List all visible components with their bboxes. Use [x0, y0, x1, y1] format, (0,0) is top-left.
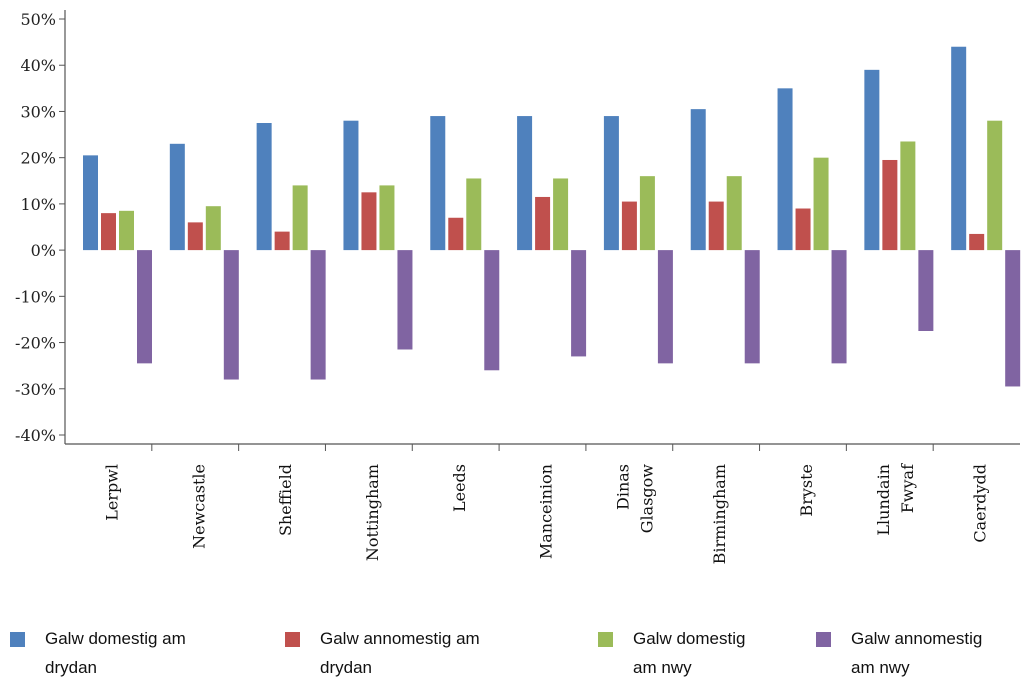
- legend-swatch-icon: [285, 632, 300, 647]
- bar-galw-annomestig-am-nwy: [918, 250, 934, 331]
- x-tick-label: Manceinion: [537, 464, 556, 559]
- y-tick-label: 10%: [20, 195, 56, 214]
- legend-label-line2: drydan: [45, 658, 97, 677]
- legend-item-galw-domestig-am-drydan: Galw domestig am drydan: [10, 628, 186, 682]
- bars: [83, 46, 1021, 387]
- bar-galw-domestig-am-drydan: [256, 123, 272, 251]
- bar-galw-annomestig-am-nwy: [310, 250, 326, 380]
- bar-galw-domestig-am-nwy: [292, 185, 308, 251]
- legend-item-galw-annomestig-am-drydan: Galw annomestig am drydan: [285, 628, 480, 682]
- y-tick-label: 30%: [20, 102, 56, 121]
- bar-galw-domestig-am-nwy: [466, 178, 482, 251]
- y-tick-label: -20%: [15, 334, 56, 353]
- x-tick-label: Birmingham: [710, 464, 729, 564]
- bar-galw-domestig-am-drydan: [690, 109, 706, 251]
- bar-galw-domestig-am-nwy: [379, 185, 395, 251]
- bar-galw-domestig-am-nwy: [813, 157, 829, 251]
- bar-galw-annomestig-am-nwy: [657, 250, 673, 364]
- x-tick-label: Dinas Glasgow: [613, 464, 656, 534]
- y-tick-label: 40%: [20, 56, 56, 75]
- bar-galw-annomestig-am-nwy: [1005, 250, 1021, 387]
- legend-item-galw-annomestig-am-nwy: Galw annomestig am nwy: [816, 628, 982, 682]
- legend-swatch-icon: [816, 632, 831, 647]
- bar-galw-domestig-am-nwy: [900, 141, 916, 251]
- bar-galw-domestig-am-drydan: [517, 116, 533, 251]
- bar-galw-annomestig-am-drydan: [535, 196, 551, 251]
- legend-label: Galw annomestig am nwy: [851, 624, 982, 682]
- x-tick-label: Newcastle: [189, 464, 208, 549]
- legend-label-line1: Galw annomestig: [851, 629, 983, 648]
- legend-item-galw-domestig-am-nwy: Galw domestig am nwy: [598, 628, 745, 682]
- bar-galw-domestig-am-drydan: [777, 88, 793, 251]
- legend-swatch-icon: [10, 632, 25, 647]
- bar-galw-domestig-am-drydan: [951, 46, 967, 251]
- legend-label-line1: Galw domestig am: [45, 629, 186, 648]
- legend-label: Galw annomestig am drydan: [320, 624, 480, 682]
- bar-galw-annomestig-am-nwy: [397, 250, 413, 350]
- bar-galw-annomestig-am-nwy: [744, 250, 760, 364]
- x-tick-label: Bryste: [797, 464, 816, 517]
- y-tick-label: -10%: [15, 287, 56, 306]
- legend-label: Galw domestig am drydan: [45, 624, 186, 682]
- legend-swatch-icon: [598, 632, 613, 647]
- bar-galw-annomestig-am-nwy: [571, 250, 587, 357]
- bar-chart: -40% -30% -20% -10% 0% 10% 20% 30% 40% 50% Lerpwl…: [15, 10, 1021, 564]
- bar-galw-annomestig-am-nwy: [831, 250, 847, 364]
- bar-galw-domestig-am-nwy: [119, 210, 134, 251]
- bar-galw-annomestig-am-drydan: [187, 222, 203, 251]
- x-axis: Lerpwl Newcastle Sheffield Nottingham Leeds M…: [65, 443, 1020, 564]
- bar-galw-annomestig-am-nwy: [137, 250, 152, 364]
- y-tick-label: 0%: [31, 241, 56, 260]
- bar-galw-annomestig-am-drydan: [361, 192, 377, 251]
- legend-label-line2: am nwy: [851, 658, 910, 677]
- bar-galw-domestig-am-nwy: [987, 120, 1003, 251]
- bar-galw-annomestig-am-drydan: [101, 213, 116, 251]
- y-tick-label: 20%: [20, 149, 56, 168]
- bar-galw-domestig-am-nwy: [639, 176, 655, 251]
- x-tick-label: Lerpwl: [103, 464, 122, 521]
- x-tick-label: Nottingham: [363, 464, 382, 561]
- bar-galw-annomestig-am-nwy: [484, 250, 500, 371]
- bar-galw-annomestig-am-drydan: [795, 208, 811, 251]
- y-tick-label: -30%: [15, 380, 56, 399]
- bar-galw-annomestig-am-drydan: [621, 201, 637, 251]
- bar-galw-domestig-am-nwy: [726, 176, 742, 251]
- y-tick-label: -40%: [15, 426, 56, 445]
- bar-galw-domestig-am-drydan: [83, 155, 98, 251]
- x-tick-label: Llundain Fwyaf: [874, 463, 917, 536]
- legend-label-line2: am nwy: [633, 658, 692, 677]
- y-axis: -40% -30% -20% -10% 0% 10% 20% 30% 40% 50%: [15, 10, 66, 445]
- legend-label-line1: Galw domestig: [633, 629, 746, 648]
- bar-galw-domestig-am-drydan: [864, 69, 880, 251]
- bar-galw-domestig-am-drydan: [430, 116, 446, 251]
- bar-galw-annomestig-am-nwy: [223, 250, 239, 380]
- bar-galw-annomestig-am-drydan: [708, 201, 724, 251]
- legend: Galw domestig am drydan Galw annomestig …: [0, 628, 1028, 690]
- x-tick-label: Caerdydd: [971, 464, 990, 543]
- bar-galw-domestig-am-drydan: [603, 116, 619, 251]
- bar-galw-domestig-am-drydan: [343, 120, 359, 251]
- legend-label-line2: drydan: [320, 658, 372, 677]
- bar-galw-annomestig-am-drydan: [882, 159, 898, 251]
- bar-galw-domestig-am-nwy: [553, 178, 569, 251]
- legend-label: Galw domestig am nwy: [633, 624, 745, 682]
- bar-galw-domestig-am-drydan: [169, 143, 185, 251]
- bar-galw-annomestig-am-drydan: [274, 231, 290, 251]
- bar-galw-domestig-am-nwy: [205, 206, 221, 251]
- legend-label-line1: Galw annomestig am: [320, 629, 480, 648]
- y-tick-label: 50%: [20, 10, 56, 29]
- x-tick-label: Sheffield: [276, 464, 295, 536]
- x-tick-label: Leeds: [450, 464, 469, 512]
- bar-galw-annomestig-am-drydan: [448, 217, 464, 251]
- bar-galw-annomestig-am-drydan: [969, 233, 985, 251]
